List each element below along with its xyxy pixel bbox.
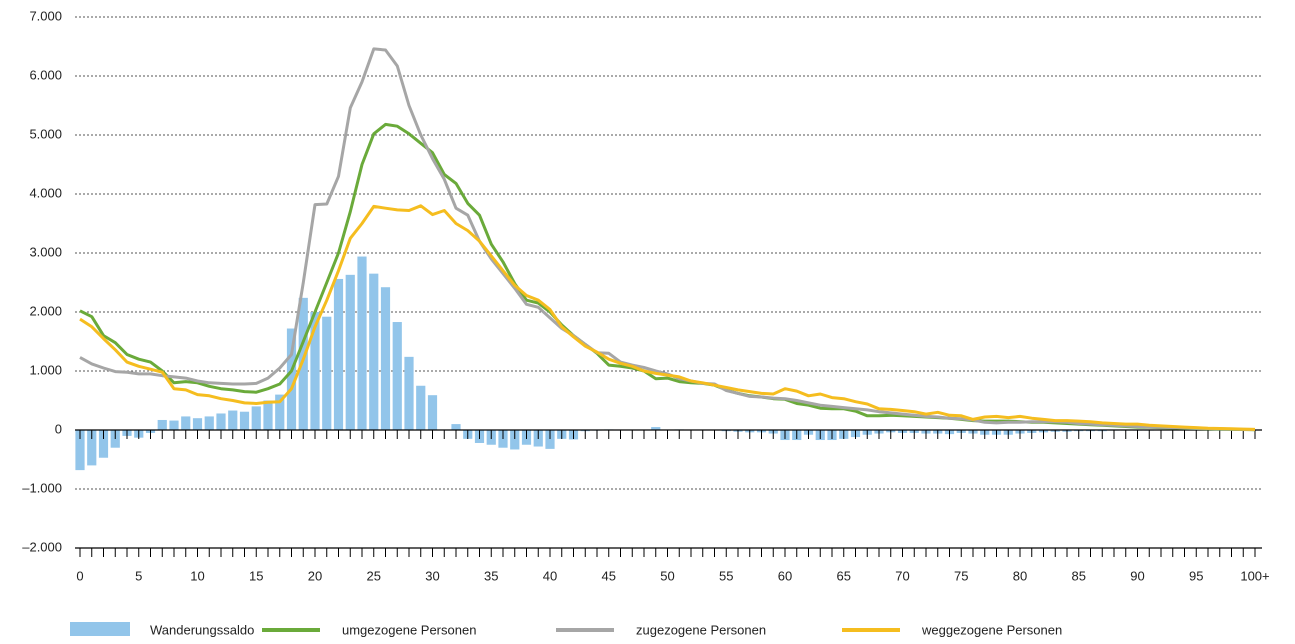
y-tick-label: 0 [55, 421, 62, 436]
bar [545, 430, 555, 449]
bar [228, 410, 238, 430]
y-tick-label: 6.000 [29, 67, 62, 82]
x-tick-label: 20 [308, 568, 322, 583]
x-tick-label: 80 [1013, 568, 1027, 583]
bar [75, 430, 85, 471]
y-tick-label: –2.000 [22, 539, 62, 554]
bar [251, 406, 261, 430]
bar [310, 312, 320, 430]
x-tick-label: 45 [602, 568, 616, 583]
line [79, 47, 1256, 431]
legend-swatch [70, 622, 130, 636]
bar [380, 287, 391, 430]
legend-label: Wanderungssaldo [150, 622, 254, 637]
x-tick-label: 65 [837, 568, 851, 583]
bar [404, 356, 414, 430]
x-tick-label: 40 [543, 568, 557, 583]
bar [87, 430, 97, 466]
bar [286, 328, 297, 430]
bar [322, 316, 332, 430]
x-tick-label: 25 [367, 568, 381, 583]
bar [333, 278, 344, 430]
bar [263, 400, 273, 430]
bar [451, 424, 461, 430]
x-tick-label: 30 [425, 568, 439, 583]
bar [204, 416, 214, 430]
legend-label: umgezogene Personen [342, 622, 476, 637]
x-tick-label: 100+ [1240, 568, 1269, 583]
x-tick-label: 95 [1189, 568, 1203, 583]
x-tick-label: 15 [249, 568, 263, 583]
legend-label: zugezogene Personen [636, 622, 766, 637]
bar [216, 413, 226, 430]
bar [651, 427, 661, 430]
x-tick-label: 90 [1130, 568, 1144, 583]
bar [427, 395, 438, 430]
bar [392, 322, 402, 430]
x-tick-label: 0 [76, 568, 83, 583]
y-tick-label: 7.000 [29, 8, 62, 23]
bar [298, 297, 308, 430]
x-tick-label: 55 [719, 568, 733, 583]
x-tick-label: 5 [135, 568, 142, 583]
x-tick-label: 50 [660, 568, 674, 583]
y-tick-label: 2.000 [29, 303, 62, 318]
y-tick-label: 4.000 [29, 185, 62, 200]
x-tick-label: 35 [484, 568, 498, 583]
bar [239, 411, 250, 430]
bar [345, 274, 355, 430]
bar [192, 418, 203, 430]
y-tick-label: 3.000 [29, 244, 62, 259]
x-tick-label: 10 [190, 568, 204, 583]
bar [275, 394, 285, 430]
y-tick-label: 1.000 [29, 362, 62, 377]
bar [510, 430, 520, 450]
line [79, 204, 1256, 431]
y-tick-label: –1.000 [22, 480, 62, 495]
bar [416, 385, 426, 430]
x-tick-label: 70 [895, 568, 909, 583]
x-tick-label: 85 [1072, 568, 1086, 583]
bar [181, 416, 191, 430]
legend-label: weggezogene Personen [921, 622, 1062, 637]
bar [157, 419, 167, 430]
bar [357, 256, 367, 430]
x-tick-label: 60 [778, 568, 792, 583]
bar [98, 430, 109, 458]
x-tick-label: 75 [954, 568, 968, 583]
y-tick-label: 5.000 [29, 126, 62, 141]
bar [369, 273, 379, 430]
bar [169, 420, 179, 430]
